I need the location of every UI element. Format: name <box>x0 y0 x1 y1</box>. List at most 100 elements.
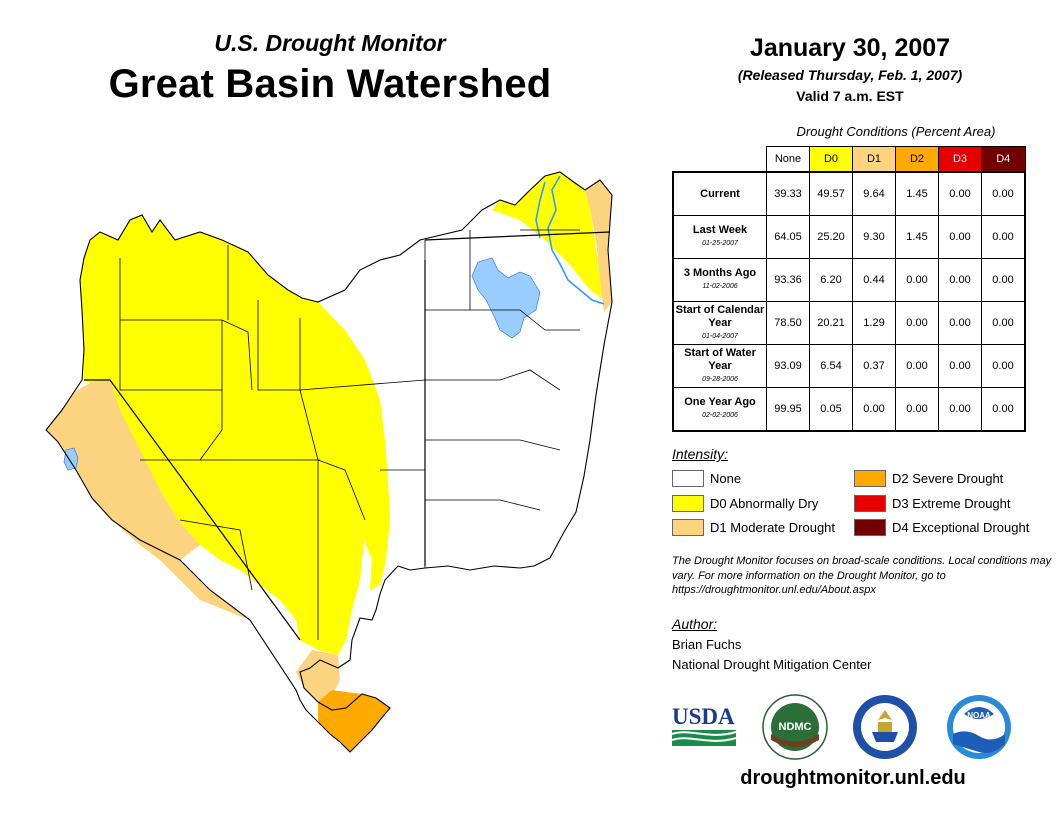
legend-swatch-d0 <box>672 495 704 512</box>
row-label: One Year Ago 02-02-2006 <box>672 387 767 432</box>
table-cell: 1.45 <box>895 215 939 259</box>
noaa-logo: NOAA <box>947 695 1011 759</box>
col-d0: D0 <box>809 146 853 173</box>
table-cell: 99.95 <box>766 387 810 432</box>
legend-swatch-d4 <box>854 519 886 536</box>
row-date: 02-02-2006 <box>702 412 738 419</box>
col-none: None <box>766 146 810 173</box>
legend-swatch-none <box>672 470 704 487</box>
row-label-text: Current <box>700 187 740 200</box>
map-region-d1-south <box>296 650 340 702</box>
table-cell: 0.00 <box>895 301 939 345</box>
table-cell: 49.57 <box>809 171 853 216</box>
row-label-text: Start of Water Year <box>684 346 756 372</box>
table-cell: 20.21 <box>809 301 853 345</box>
valid-date: January 30, 2007 <box>749 34 951 62</box>
valid-time: Valid 7 a.m. EST <box>796 88 904 104</box>
table-cell: 6.54 <box>809 344 853 388</box>
table-cell: 0.44 <box>852 258 896 302</box>
row-label: Start of Water Year 09-28-2006 <box>672 344 767 388</box>
disclaimer-note: The Drought Monitor focuses on broad-sca… <box>672 555 1052 596</box>
map-region-d1-west <box>46 380 250 620</box>
ndmc-logo: NDMC <box>762 694 828 760</box>
table-row: Current 39.33 49.57 9.64 1.45 0.00 0.00 <box>672 171 1026 216</box>
author-name: Brian Fuchs <box>672 637 742 652</box>
table-caption: Drought Conditions (Percent Area) <box>796 124 996 139</box>
table-cell: 0.00 <box>981 344 1026 388</box>
map-region-none-east <box>420 210 604 570</box>
drought-conditions-table: None D0 D1 D2 D3 D4 Current 39.33 49.57 … <box>672 146 1026 432</box>
table-cell: 0.00 <box>895 258 939 302</box>
table-row: One Year Ago 02-02-2006 99.95 0.05 0.00 0… <box>672 387 1026 432</box>
noaa-logo-text: NOAA <box>967 711 991 720</box>
footer-url[interactable]: droughtmonitor.unl.edu <box>740 767 966 789</box>
lake-tahoe <box>63 447 79 471</box>
map-region-d1-northeast <box>585 180 612 312</box>
legend-label: D1 Moderate Drought <box>710 520 836 535</box>
table-cell: 0.00 <box>895 387 939 432</box>
row-label: Last Week 01-25-2007 <box>672 215 767 259</box>
row-date: 09-28-2006 <box>702 375 738 383</box>
table-cell: 64.05 <box>766 215 810 259</box>
table-cell: 25.20 <box>809 215 853 259</box>
table-cell: 0.00 <box>981 301 1026 345</box>
table-cell: 0.00 <box>981 387 1026 432</box>
release-note: (Released Thursday, Feb. 1, 2007) <box>737 67 963 83</box>
row-label-text: Start of Calendar Year <box>675 303 765 329</box>
ndmc-logo-text: NDMC <box>779 721 812 733</box>
table-cell: 9.64 <box>852 171 896 216</box>
table-cell: 6.20 <box>809 258 853 302</box>
row-label: Current <box>672 171 767 216</box>
table-cell: 0.00 <box>938 258 982 302</box>
table-cell: 0.00 <box>852 387 896 432</box>
river-line-2 <box>535 181 546 239</box>
table-cell: 39.33 <box>766 171 810 216</box>
river-line <box>547 175 605 305</box>
table-cell: 1.29 <box>852 301 896 345</box>
col-d3: D3 <box>938 146 982 173</box>
table-cell: 0.00 <box>981 258 1026 302</box>
author-organization: National Drought Mitigation Center <box>672 657 872 672</box>
state-boundaries <box>84 231 611 641</box>
table-cell: 1.45 <box>895 171 939 216</box>
map-region-d2-south <box>318 690 390 752</box>
table-cell: 93.09 <box>766 344 810 388</box>
watershed-map <box>45 171 613 753</box>
row-label-text: 3 Months Ago <box>683 267 757 279</box>
row-label: 3 Months Ago 11-02-2006 <box>672 258 767 302</box>
table-cell: 93.36 <box>766 258 810 302</box>
map-region-d0-northeast <box>492 172 604 300</box>
row-date: 11-02-2006 <box>702 283 738 290</box>
row-label: Start of Calendar Year 01-04-2007 <box>672 301 767 345</box>
table-row: Start of Water Year 09-28-2006 93.09 6.54… <box>672 344 1026 388</box>
table-cell: 0.00 <box>938 301 982 345</box>
col-d2: D2 <box>895 146 939 173</box>
legend-title: Intensity: <box>672 446 729 462</box>
map-subtitle: U.S. Drought Monitor <box>214 30 446 56</box>
legend-swatch-d2 <box>854 470 886 487</box>
usda-logo: USDA <box>671 704 737 746</box>
table-cell: 0.00 <box>981 171 1026 216</box>
table-row: Start of Calendar Year 01-04-2007 78.50 2… <box>672 301 1026 345</box>
legend-label: D2 Severe Drought <box>892 471 1004 486</box>
table-cell: 0.00 <box>938 215 982 259</box>
watershed-outline <box>45 171 613 753</box>
table-cell: 0.00 <box>938 387 982 432</box>
col-d4: D4 <box>981 146 1026 173</box>
col-d1: D1 <box>852 146 896 173</box>
table-cell: 0.00 <box>938 171 982 216</box>
legend-label: D4 Exceptional Drought <box>892 520 1030 535</box>
row-date: 01-04-2007 <box>702 332 738 340</box>
usda-logo-text: USDA <box>672 704 735 729</box>
map-region-d0-central <box>80 215 390 655</box>
legend-label: D0 Abnormally Dry <box>710 496 819 511</box>
table-cell: 0.37 <box>852 344 896 388</box>
county-boundaries <box>119 229 580 640</box>
table-cell: 0.00 <box>981 215 1026 259</box>
doc-seal-logo <box>853 695 917 759</box>
legend-label: D3 Extreme Drought <box>892 496 1011 511</box>
table-cell: 9.30 <box>852 215 896 259</box>
legend-label: None <box>710 471 742 486</box>
table-row: 3 Months Ago 11-02-2006 93.36 6.20 0.44 0… <box>672 258 1026 302</box>
row-label-text: One Year Ago <box>684 396 756 408</box>
